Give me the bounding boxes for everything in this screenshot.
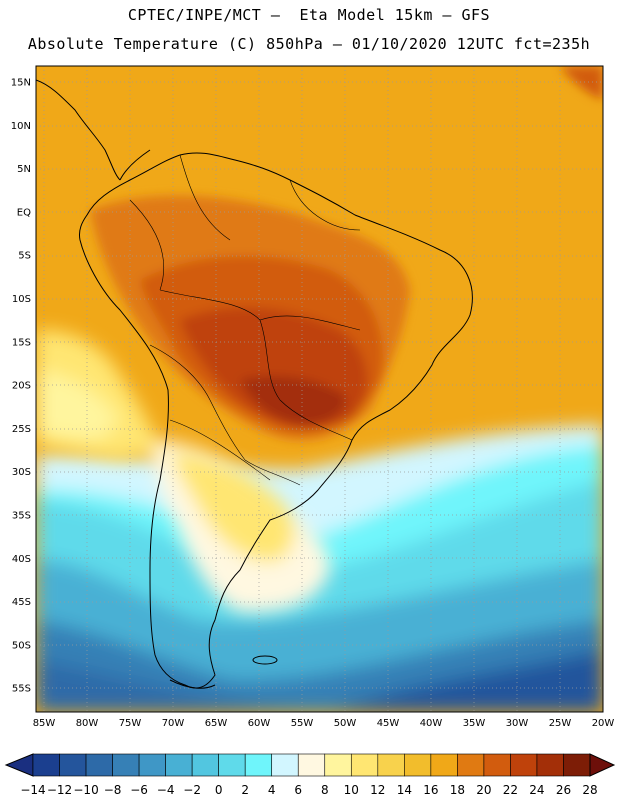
lat-tick-label: 55S — [12, 684, 31, 695]
colorbar-tick-label: −8 — [104, 783, 122, 797]
colorbar-swatch — [218, 753, 246, 777]
colorbar-tick-label: 6 — [294, 783, 302, 797]
colorbar-tick-label: 18 — [450, 783, 465, 797]
country-borders — [129, 154, 361, 486]
lat-tick-label: 15N — [11, 78, 31, 89]
tierra-del-fuego-outline — [169, 679, 216, 689]
lat-tick-label: 25S — [12, 424, 31, 435]
map-frame — [35, 65, 604, 713]
colorbar-tick-label: 8 — [321, 783, 329, 797]
central-america-outline — [36, 79, 151, 181]
chart-title-line-2: Absolute Temperature (C) 850hPa – 01/10/… — [27, 35, 591, 53]
colorbar-tick-label: 16 — [423, 783, 438, 797]
colorbar-tick-label: 28 — [582, 783, 597, 797]
colorbar-tick-label: 24 — [529, 783, 544, 797]
colorbar-swatch — [457, 753, 485, 777]
lat-tick-label: 20S — [12, 381, 31, 392]
colorbar-swatch — [112, 753, 140, 777]
colorbar-tick-label: −12 — [47, 783, 72, 797]
colorbar-tick-label: −6 — [130, 783, 148, 797]
colorbar-under-arrow — [4, 753, 34, 777]
lat-tick-label: EQ — [17, 207, 31, 218]
colorbar-swatch — [324, 753, 352, 777]
colorbar-tick-label: 22 — [503, 783, 518, 797]
lat-tick-label: 45S — [12, 597, 31, 608]
colorbar-swatch — [404, 753, 432, 777]
lon-tick-label: 20W — [592, 718, 615, 729]
lon-tick-label: 50W — [334, 718, 357, 729]
graticule — [36, 66, 603, 712]
colorbar-swatch — [350, 753, 379, 777]
colorbar-swatch — [536, 753, 564, 777]
colorbar-tick-label: 2 — [241, 783, 249, 797]
lon-tick-label: 35W — [463, 718, 486, 729]
temperature-field — [36, 66, 603, 712]
colorbar-swatch — [430, 753, 458, 777]
colorbar-tick-label: 4 — [268, 783, 276, 797]
lon-tick-label: 65W — [205, 718, 228, 729]
colorbar-swatch — [165, 753, 193, 777]
lat-tick-label: 40S — [12, 554, 31, 565]
lon-tick-label: 55W — [291, 718, 314, 729]
lon-tick-label: 45W — [377, 718, 400, 729]
colorbar-tick-label: −4 — [157, 783, 175, 797]
lon-tick-label: 60W — [248, 718, 271, 729]
colorbar-tick-label: 0 — [215, 783, 223, 797]
lat-tick-label: 50S — [12, 640, 31, 651]
colorbar-tick-label: 14 — [397, 783, 412, 797]
colorbar-swatch — [59, 753, 87, 777]
colorbar-swatch — [377, 753, 405, 777]
colorbar-tick-label: 20 — [476, 783, 491, 797]
lat-tick-label: 10S — [12, 294, 31, 305]
colorbar-swatch — [85, 753, 113, 777]
lat-tick-label: 35S — [12, 511, 31, 522]
colorbar-swatch — [510, 753, 538, 777]
lon-tick-label: 75W — [119, 718, 142, 729]
colorbar-over-arrow — [589, 753, 616, 777]
colorbar-tick-label: −2 — [183, 783, 201, 797]
latitude-labels: 15N 10N 5N EQ 5S 10S 15S 20S 25S 30S 35S 40S 45S 50S 5… — [11, 78, 31, 695]
lat-tick-label: 10N — [11, 121, 31, 132]
lat-tick-label: 15S — [12, 337, 31, 348]
longitude-labels: 85W 80W 75W 70W 65W 60W 55W 50W 45W 40W 35W 30W 25W 2… — [33, 718, 615, 729]
lon-tick-label: 25W — [549, 718, 572, 729]
colorbar-swatch — [271, 753, 299, 777]
colorbar-tick-label: −10 — [73, 783, 98, 797]
lon-tick-label: 40W — [420, 718, 443, 729]
lat-tick-label: 5S — [18, 251, 31, 262]
colorbar-swatch — [32, 753, 60, 777]
coastlines — [36, 79, 473, 689]
lon-tick-label: 80W — [76, 718, 99, 729]
chart-title-line-1: CPTEC/INPE/MCT – Eta Model 15km – GFS — [127, 6, 491, 24]
colorbar-swatch — [138, 753, 166, 777]
colorbar-tick-label: 12 — [370, 783, 385, 797]
colorbar-swatch — [297, 753, 326, 777]
colorbar-swatch — [563, 753, 591, 777]
colorbar-swatch — [244, 753, 273, 777]
lat-tick-label: 30S — [12, 467, 31, 478]
lat-tick-label: 5N — [17, 164, 31, 175]
colorbar: −14 −12 −10 −8 −6 −4 −2 0 2 4 6 8 10 12 14 16 18 20 22 24 26… — [4, 753, 616, 797]
colorbar-swatch — [483, 753, 511, 777]
lon-tick-label: 70W — [162, 718, 185, 729]
colorbar-tick-label: −14 — [20, 783, 45, 797]
colorbar-tick-label: 26 — [556, 783, 571, 797]
colorbar-swatch — [191, 753, 219, 777]
colorbar-tick-label: 10 — [344, 783, 359, 797]
falklands-outline — [252, 655, 278, 665]
lon-tick-label: 85W — [33, 718, 56, 729]
lon-tick-label: 30W — [506, 718, 529, 729]
